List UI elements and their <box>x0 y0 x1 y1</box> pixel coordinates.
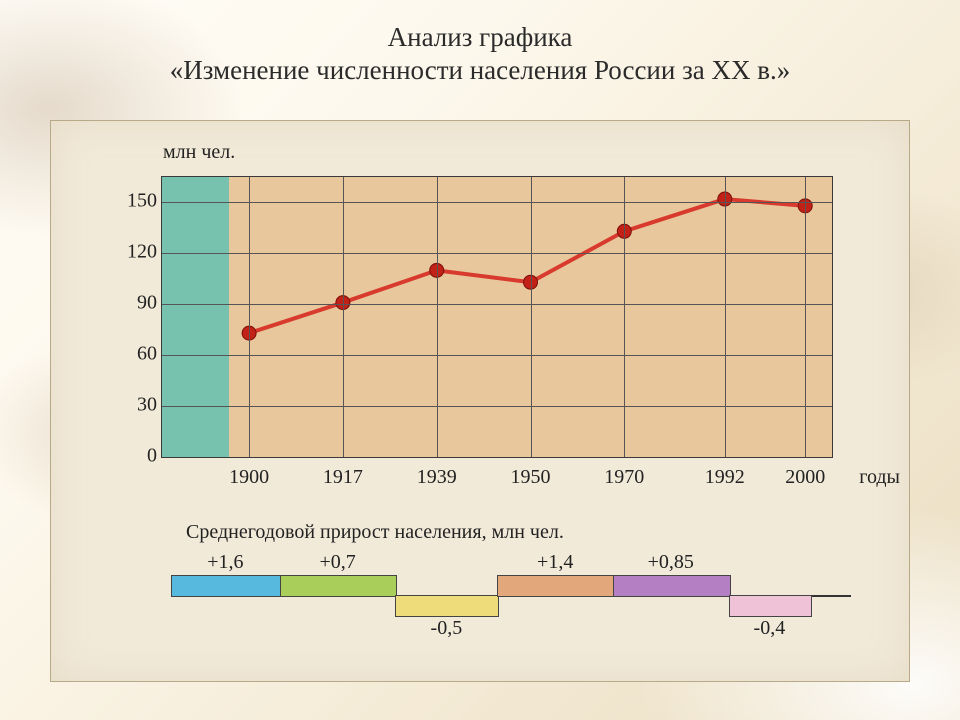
title-block: Анализ графика «Изменение численности на… <box>0 22 960 86</box>
vgrid-line <box>805 177 806 457</box>
y-tick: 90 <box>121 292 157 315</box>
growth-label: -0,5 <box>431 617 463 640</box>
growth-bar <box>171 575 282 597</box>
slide: Анализ графика «Изменение численности на… <box>0 0 960 720</box>
growth-bar-strip: +1,6 +0,7 -0,5 +1,4 +0,85 -0,4 <box>171 551 851 641</box>
vgrid-line <box>531 177 532 457</box>
growth-label: +1,6 <box>207 551 243 574</box>
title-line2: «Изменение численности населения России … <box>0 55 960 86</box>
y-axis-label: млн чел. <box>163 141 235 164</box>
line-chart: годы 1900191719391950197019922000 <box>161 176 833 458</box>
vgrid-line <box>249 177 250 457</box>
x-tick: 2000 <box>785 466 825 489</box>
growth-bar <box>729 595 813 617</box>
y-tick: 150 <box>121 190 157 213</box>
growth-label: +1,4 <box>537 551 573 574</box>
growth-bar <box>497 575 615 597</box>
x-tick: 1917 <box>323 466 363 489</box>
hgrid-line <box>162 202 832 203</box>
x-tick: 1939 <box>417 466 457 489</box>
chart-panel: млн чел. годы 19001917193919501970199220… <box>50 120 910 682</box>
hgrid-line <box>162 355 832 356</box>
x-tick: 1950 <box>511 466 551 489</box>
population-line <box>249 199 805 333</box>
title-line1: Анализ графика <box>0 22 960 53</box>
x-axis-label: годы <box>859 466 900 489</box>
y-tick: 0 <box>121 445 157 468</box>
y-tick: 120 <box>121 241 157 264</box>
hgrid-line <box>162 406 832 407</box>
growth-label: +0,7 <box>319 551 355 574</box>
growth-label: +0,85 <box>648 551 694 574</box>
x-tick: 1992 <box>705 466 745 489</box>
vgrid-line <box>624 177 625 457</box>
growth-label: -0,4 <box>754 617 786 640</box>
y-tick: 60 <box>121 343 157 366</box>
x-tick: 1970 <box>604 466 644 489</box>
vgrid-line <box>437 177 438 457</box>
x-tick: 1900 <box>229 466 269 489</box>
growth-bar <box>613 575 731 597</box>
growth-bar <box>395 595 499 617</box>
growth-bar <box>280 575 398 597</box>
hgrid-line <box>162 253 832 254</box>
y-tick: 30 <box>121 394 157 417</box>
vgrid-line <box>725 177 726 457</box>
vgrid-line <box>343 177 344 457</box>
line-series <box>162 177 832 457</box>
hgrid-line <box>162 304 832 305</box>
growth-subtitle: Среднегодовой прирост населения, млн чел… <box>186 521 564 544</box>
